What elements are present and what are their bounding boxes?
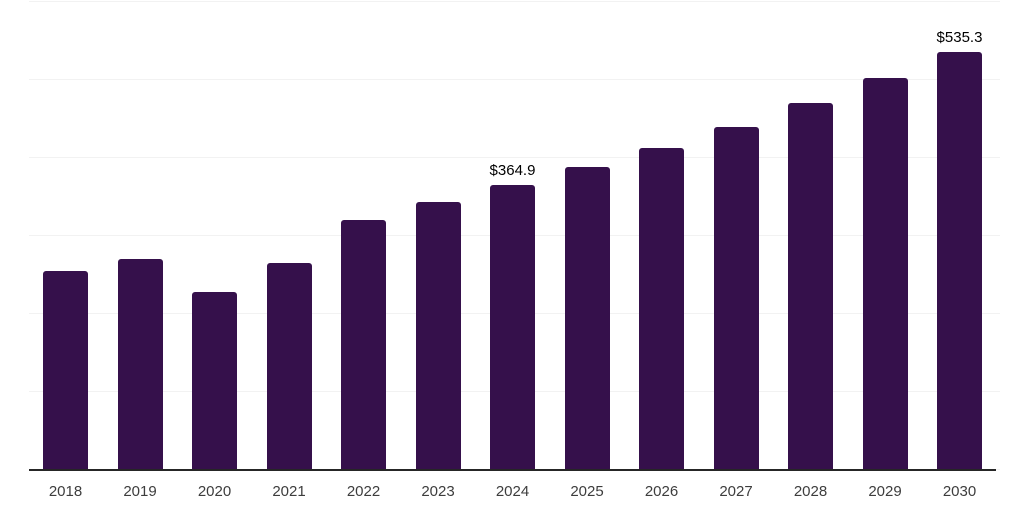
x-tick-cell-2025: 2025	[565, 484, 610, 499]
data-label-2024: $364.9	[489, 162, 536, 180]
x-tick-cell-2030: 2030	[937, 484, 982, 499]
bar-2018	[43, 271, 88, 470]
bar-group-2030: $535.3	[937, 2, 982, 470]
bar-2025	[564, 167, 610, 470]
bar-2027	[713, 126, 759, 470]
bar-2022	[341, 219, 386, 470]
bar-group-2022	[341, 2, 386, 470]
bar-2021	[266, 262, 312, 470]
gridline-400	[29, 157, 1000, 158]
x-tick-label-2026: 2026	[644, 483, 679, 500]
x-tick-label-2027: 2027	[719, 483, 753, 500]
bar-2026	[639, 147, 684, 470]
x-tick-cell-2026: 2026	[639, 484, 684, 499]
x-tick-label-2025: 2025	[570, 483, 604, 500]
bar-group-2024: $364.9	[490, 2, 535, 470]
x-tick-cell-2029: 2029	[863, 484, 908, 499]
bar-group-2027	[713, 2, 759, 470]
bar-2023	[415, 201, 461, 470]
x-axis-labels: 2018 2019 2020 2021 2022 2023 2024 2025 2026 2027…	[29, 484, 996, 499]
x-tick-label-2029: 2029	[868, 483, 902, 500]
x-tick-label-2020: 2020	[197, 483, 232, 500]
x-tick-label-2022: 2022	[346, 483, 381, 500]
x-tick-label-2019: 2019	[123, 483, 157, 500]
bar-group-2028	[788, 2, 833, 470]
bar-2024	[490, 185, 535, 470]
gridline-500	[29, 79, 1000, 80]
bar-2029	[862, 78, 908, 470]
x-tick-cell-2027: 2027	[714, 484, 759, 499]
x-tick-label-2024: 2024	[495, 483, 530, 500]
x-tick-label-2021: 2021	[272, 483, 306, 500]
x-tick-label-2030: 2030	[942, 483, 977, 500]
bar-group-2025	[564, 2, 610, 470]
bar-group-2020	[192, 2, 237, 470]
x-axis-line	[29, 469, 996, 471]
x-tick-cell-2022: 2022	[341, 484, 386, 499]
bar-2019	[117, 258, 163, 470]
x-tick-cell-2028: 2028	[788, 484, 833, 499]
bar-2030	[937, 52, 982, 470]
x-tick-cell-2020: 2020	[192, 484, 237, 499]
bar-group-2021	[266, 2, 312, 470]
x-tick-cell-2019: 2019	[118, 484, 163, 499]
data-label-2030: $535.3	[936, 29, 983, 47]
x-tick-label-2028: 2028	[793, 483, 828, 500]
x-tick-label-2018: 2018	[48, 483, 83, 500]
bar-group-2026	[639, 2, 684, 470]
bar-2028	[788, 103, 833, 470]
gridline-600	[29, 1, 1000, 2]
bar-group-2019	[117, 2, 163, 470]
x-tick-cell-2021: 2021	[267, 484, 312, 499]
bar-group-2023	[415, 2, 461, 470]
x-tick-cell-2023: 2023	[416, 484, 461, 499]
bar-group-2029	[862, 2, 908, 470]
x-tick-label-2023: 2023	[421, 483, 455, 500]
x-tick-cell-2018: 2018	[43, 484, 88, 499]
plot-area: $364.9 $535.3	[29, 2, 996, 470]
x-tick-cell-2024: 2024	[490, 484, 535, 499]
bar-group-2018	[43, 2, 88, 470]
bar-2020	[192, 292, 237, 470]
